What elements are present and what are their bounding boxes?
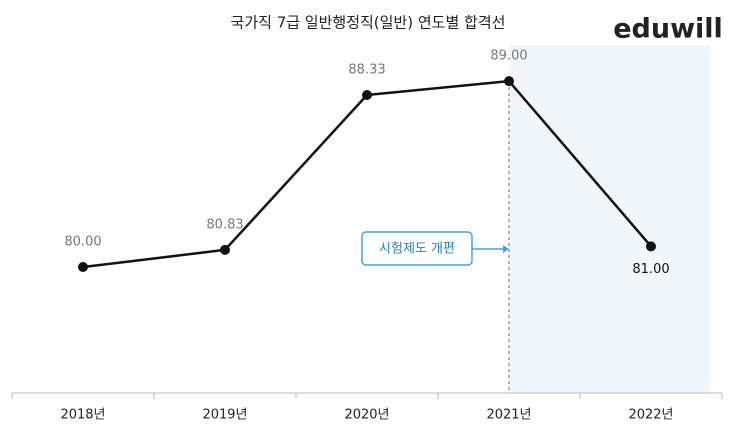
value-label: 80.00: [64, 235, 101, 250]
point: [646, 241, 656, 252]
chart-title: 국가직 7급 일반행정직(일반) 연도별 합격선: [231, 14, 506, 32]
highlight-region: [509, 45, 710, 393]
x-tick-label: 2020년: [344, 408, 389, 423]
point: [504, 76, 514, 87]
annotation-arrowhead: [503, 245, 509, 253]
x-tick-label: 2019년: [202, 408, 247, 423]
value-label: 80.83: [206, 217, 243, 232]
value-label: 88.33: [348, 62, 385, 77]
logo: eduwill: [613, 14, 723, 45]
point: [220, 244, 230, 255]
value-label: 81.00: [632, 262, 669, 277]
x-tick-label: 2018년: [60, 408, 105, 423]
value-label: 89.00: [490, 49, 527, 64]
annotation-text: 시험제도 개편: [379, 242, 455, 257]
point: [78, 262, 88, 273]
x-tick-label: 2021년: [486, 408, 531, 423]
x-tick-label: 2022년: [628, 408, 673, 423]
point: [362, 89, 372, 100]
